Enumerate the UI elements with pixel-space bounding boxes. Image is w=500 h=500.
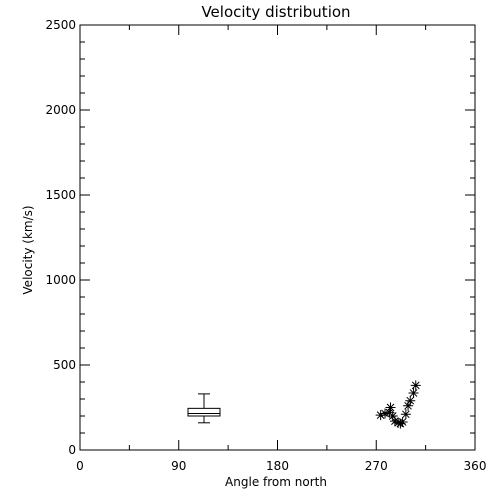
- scatter-point: [405, 395, 416, 406]
- scatter-point: [410, 380, 421, 391]
- scatter-point: [389, 416, 400, 427]
- scatter-point: [387, 411, 398, 421]
- y-tick-label: 0: [68, 443, 76, 457]
- y-tick-label: 2000: [45, 103, 76, 117]
- y-tick-label: 500: [53, 358, 76, 372]
- x-axis-label: Angle from north: [225, 475, 327, 489]
- chart-title: Velocity distribution: [201, 3, 350, 21]
- scatter-points: [375, 380, 421, 429]
- y-axis-ticks: 0 500 1000 1500 2000 2500: [45, 18, 475, 457]
- x-tick-label: 360: [464, 459, 487, 473]
- scatter-point: [400, 409, 411, 420]
- scatter-point: [397, 416, 408, 427]
- y-tick-label: 1500: [45, 188, 76, 202]
- scatter-point: [403, 400, 414, 411]
- y-tick-label: 2500: [45, 18, 76, 32]
- boxplot: [187, 393, 221, 424]
- scatter-point: [393, 417, 404, 428]
- scatter-point: [408, 388, 419, 399]
- x-tick-label: 180: [266, 459, 289, 473]
- x-tick-label: 270: [365, 459, 388, 473]
- x-tick-label: 90: [171, 459, 186, 473]
- box-iqr: [187, 407, 221, 417]
- x-axis-ticks: 0 90 180 270 360: [76, 25, 486, 473]
- scatter-point: [375, 410, 386, 421]
- y-tick-label: 1000: [45, 273, 76, 287]
- scatter-point: [385, 402, 396, 413]
- x-tick-label: 0: [76, 459, 84, 473]
- scatter-point: [380, 408, 391, 419]
- y-axis-label: Velocity (km/s): [21, 205, 35, 294]
